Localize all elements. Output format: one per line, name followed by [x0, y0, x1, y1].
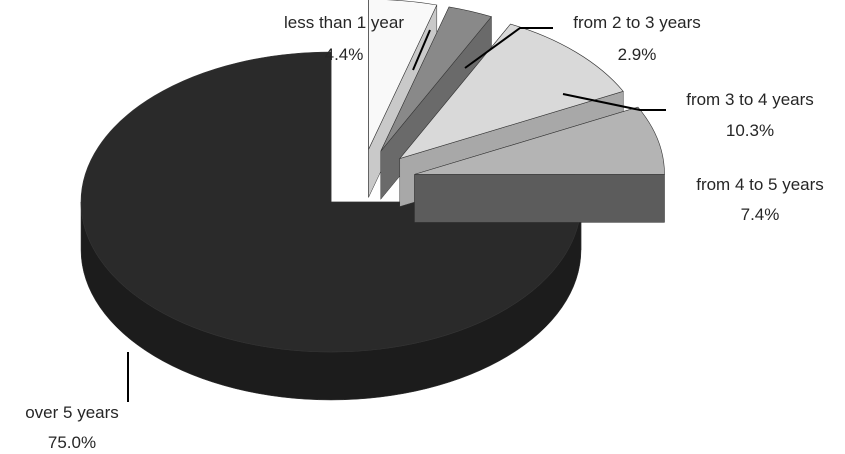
label-from-4-to-5-years-category: from 4 to 5 years	[696, 175, 824, 194]
pie-slices	[80, 0, 665, 401]
leader-line-from-2-to-3-years	[464, 27, 553, 69]
label-from-4-to-5-years-percent: 7.4%	[741, 205, 780, 224]
label-over-5-years-percent: 75.0%	[48, 433, 96, 452]
label-from-2-to-3-years-category: from 2 to 3 years	[573, 13, 701, 32]
slice-over-5-years-top	[80, 51, 582, 353]
leader-line-from-3-to-4-years	[562, 93, 666, 111]
slice-from-4-to-5-years	[414, 106, 665, 223]
label-over-5-years-category: over 5 years	[25, 403, 119, 422]
slice-less-than-1-year-top	[368, 0, 438, 150]
label-less-than-1-year-category: less than 1 year	[284, 13, 404, 32]
slice-from-4-to-5-years-top	[414, 106, 665, 175]
leader-line-less-than-1-year	[412, 29, 431, 71]
slice-from-2-to-3-years-top	[380, 6, 492, 152]
slice-from-3-to-4-years-top	[398, 23, 624, 160]
slice-from-4-to-5-years-cut-face-1	[414, 174, 665, 223]
label-less-than-1-year-percent: 4.4%	[325, 45, 364, 64]
label-from-2-to-3-years-percent: 2.9%	[618, 45, 657, 64]
label-from-3-to-4-years-percent: 10.3%	[726, 121, 774, 140]
label-from-3-to-4-years-category: from 3 to 4 years	[686, 90, 814, 109]
